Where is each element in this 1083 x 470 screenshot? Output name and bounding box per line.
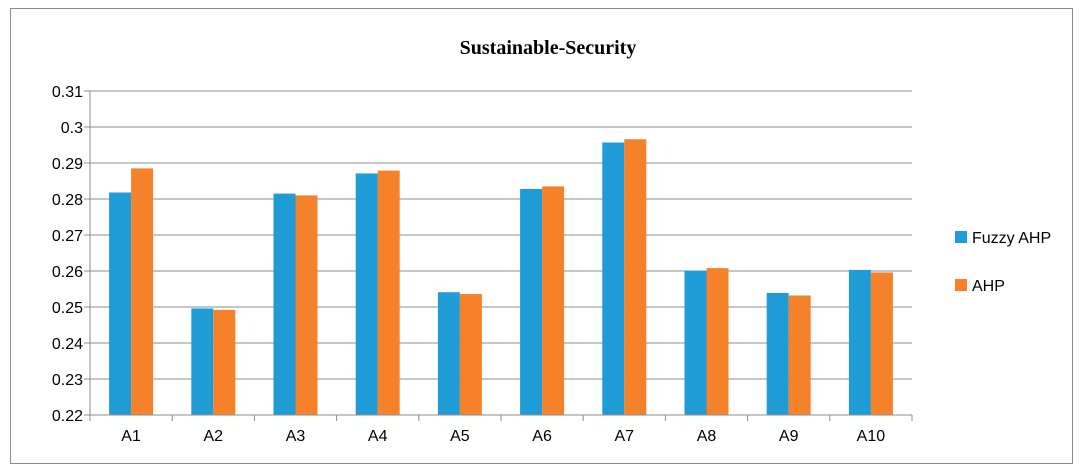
bar-fuzzy-ahp-a8 xyxy=(684,270,707,415)
bar-ahp-a4 xyxy=(377,170,400,415)
y-tick-label: 0.29 xyxy=(52,156,83,173)
bar-ahp-a5 xyxy=(459,294,482,415)
y-tick-label: 0.24 xyxy=(52,336,83,353)
x-tick-label: A9 xyxy=(779,428,799,445)
x-tick-label: A6 xyxy=(532,428,552,445)
bar-fuzzy-ahp-a4 xyxy=(355,173,378,415)
bar-fuzzy-ahp-a2 xyxy=(191,308,214,415)
bar-ahp-a7 xyxy=(624,139,647,416)
bar-fuzzy-ahp-a6 xyxy=(520,188,543,415)
y-tick-label: 0.23 xyxy=(52,372,83,389)
bars xyxy=(109,139,893,416)
legend-label: Fuzzy AHP xyxy=(972,230,1051,247)
x-tick-label: A1 xyxy=(121,428,141,445)
legend-label: AHP xyxy=(972,278,1005,295)
x-tick-label: A2 xyxy=(204,428,224,445)
x-tick-label: A7 xyxy=(615,428,635,445)
bar-ahp-a3 xyxy=(295,195,318,415)
bar-ahp-a10 xyxy=(870,272,893,415)
x-tick-label: A5 xyxy=(450,428,470,445)
y-tick-label: 0.31 xyxy=(52,84,83,101)
chart-title: Sustainable-Security xyxy=(460,37,637,59)
x-tick-label: A3 xyxy=(286,428,306,445)
x-axis: A1 A2 A3 A4 A5 A6 A7 A8 A9 A10 xyxy=(89,414,913,445)
x-tick-label: A8 xyxy=(697,428,717,445)
x-tick-label: A4 xyxy=(368,428,388,445)
legend-swatch xyxy=(955,231,967,243)
bar-fuzzy-ahp-a9 xyxy=(766,292,789,415)
bar-ahp-a2 xyxy=(213,309,236,415)
bar-ahp-a8 xyxy=(706,268,729,415)
bar-fuzzy-ahp-a1 xyxy=(109,192,132,415)
legend-swatch xyxy=(955,279,967,291)
bar-fuzzy-ahp-a10 xyxy=(848,269,871,415)
y-tick-label: 0.26 xyxy=(52,264,83,281)
y-tick-label: 0.22 xyxy=(52,408,83,425)
bar-fuzzy-ahp-a7 xyxy=(602,142,625,416)
bar-fuzzy-ahp-a5 xyxy=(437,292,460,415)
bar-fuzzy-ahp-a3 xyxy=(273,193,296,415)
bar-ahp-a1 xyxy=(131,168,154,415)
bar-ahp-a9 xyxy=(788,295,811,415)
y-tick-label: 0.3 xyxy=(61,120,83,137)
bar-ahp-a6 xyxy=(542,186,565,415)
x-tick-label: A10 xyxy=(857,428,886,445)
y-tick-label: 0.27 xyxy=(52,228,83,245)
y-axis: 0.22 0.23 0.24 0.25 0.26 0.27 0.28 0.29 0.3 0.31 xyxy=(52,84,91,425)
y-tick-label: 0.28 xyxy=(52,192,83,209)
y-tick-label: 0.25 xyxy=(52,300,83,317)
legend: Fuzzy AHP AHP xyxy=(955,230,1051,295)
